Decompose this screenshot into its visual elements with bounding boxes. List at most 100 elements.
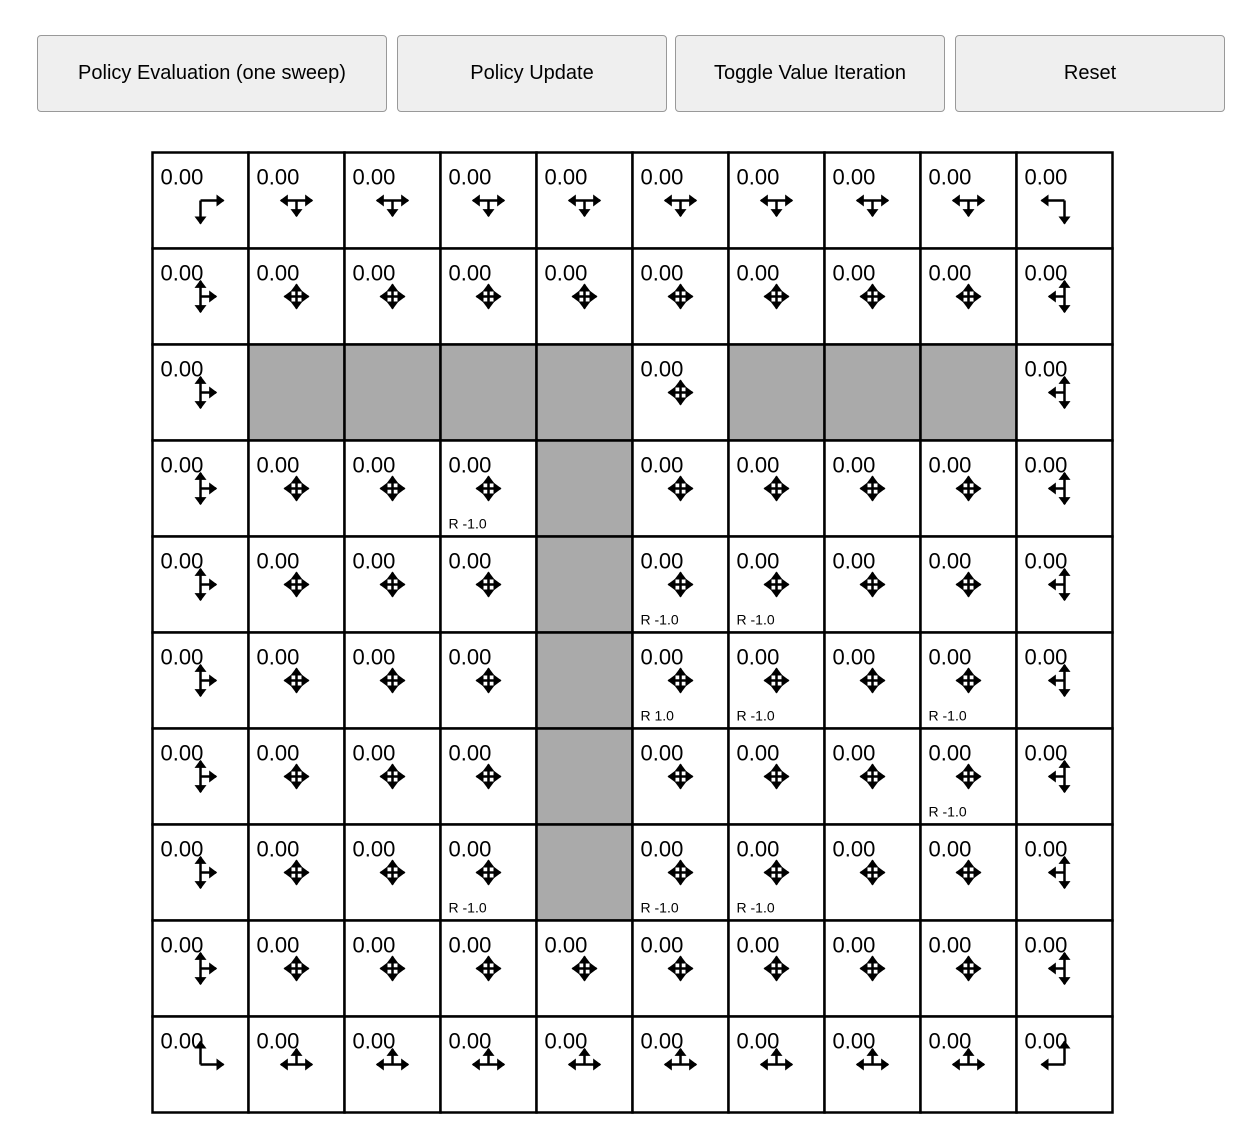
grid-cell[interactable]: 0.00	[247, 151, 346, 250]
grid-cell[interactable]: 0.00	[151, 631, 250, 730]
grid-cell[interactable]: 0.00 R -1.0	[919, 631, 1018, 730]
grid-cell[interactable]: 0.00 R -1.0	[439, 439, 538, 538]
grid-cell[interactable]: 0.00	[919, 535, 1018, 634]
grid-cell[interactable]: 0.00	[823, 727, 922, 826]
wall-cell[interactable]	[535, 727, 634, 826]
grid-cell[interactable]: 0.00	[439, 631, 538, 730]
wall-cell[interactable]	[439, 343, 538, 442]
grid-cell[interactable]: 0.00	[1015, 343, 1114, 442]
toggle-value-iteration-button[interactable]: Toggle Value Iteration	[675, 35, 945, 112]
grid-cell[interactable]: 0.00 R -1.0	[631, 823, 730, 922]
grid-cell[interactable]: 0.00	[823, 631, 922, 730]
policy-evaluation-button[interactable]: Policy Evaluation (one sweep)	[37, 35, 387, 112]
grid-cell[interactable]: 0.00	[535, 247, 634, 346]
grid-cell[interactable]: 0.00	[247, 1015, 346, 1114]
grid-cell[interactable]: 0.00	[1015, 1015, 1114, 1114]
grid-cell[interactable]: 0.00	[343, 247, 442, 346]
grid-cell[interactable]: 0.00	[151, 823, 250, 922]
grid-cell[interactable]: 0.00 R -1.0	[631, 535, 730, 634]
grid-cell[interactable]: 0.00	[1015, 823, 1114, 922]
wall-cell[interactable]	[535, 439, 634, 538]
grid-cell[interactable]: 0.00	[247, 439, 346, 538]
grid-cell[interactable]: 0.00 R 1.0	[631, 631, 730, 730]
grid-cell[interactable]: 0.00	[919, 1015, 1018, 1114]
grid-cell[interactable]: 0.00 R -1.0	[919, 727, 1018, 826]
grid-cell[interactable]: 0.00	[631, 151, 730, 250]
grid-cell[interactable]: 0.00	[151, 1015, 250, 1114]
grid-cell[interactable]: 0.00	[151, 247, 250, 346]
grid-cell[interactable]: 0.00	[823, 439, 922, 538]
grid-cell[interactable]: 0.00	[823, 151, 922, 250]
grid-cell[interactable]: 0.00	[343, 727, 442, 826]
grid-cell[interactable]: 0.00	[823, 247, 922, 346]
grid-cell[interactable]: 0.00	[151, 151, 250, 250]
grid-cell[interactable]: 0.00	[343, 823, 442, 922]
grid-cell[interactable]: 0.00	[343, 151, 442, 250]
grid-cell[interactable]: 0.00	[919, 247, 1018, 346]
grid-cell[interactable]: 0.00	[631, 247, 730, 346]
grid-cell[interactable]: 0.00	[1015, 151, 1114, 250]
grid-cell[interactable]: 0.00	[343, 1015, 442, 1114]
grid-cell[interactable]: 0.00 R -1.0	[727, 535, 826, 634]
grid-cell[interactable]: 0.00	[823, 535, 922, 634]
grid-cell[interactable]: 0.00	[823, 1015, 922, 1114]
grid-cell[interactable]: 0.00	[535, 151, 634, 250]
grid-cell[interactable]: 0.00	[631, 439, 730, 538]
wall-cell[interactable]	[727, 343, 826, 442]
grid-cell[interactable]: 0.00	[439, 151, 538, 250]
grid-cell[interactable]: 0.00	[1015, 247, 1114, 346]
grid-cell[interactable]: 0.00	[727, 1015, 826, 1114]
grid-cell[interactable]: 0.00	[631, 343, 730, 442]
grid-cell[interactable]: 0.00	[439, 247, 538, 346]
grid-cell[interactable]: 0.00	[535, 1015, 634, 1114]
grid-cell[interactable]: 0.00	[919, 919, 1018, 1018]
grid-cell[interactable]: 0.00	[151, 439, 250, 538]
reset-button[interactable]: Reset	[955, 35, 1225, 112]
wall-cell[interactable]	[919, 343, 1018, 442]
wall-cell[interactable]	[535, 535, 634, 634]
grid-cell[interactable]: 0.00	[343, 535, 442, 634]
grid-cell[interactable]: 0.00	[247, 247, 346, 346]
grid-cell[interactable]: 0.00	[919, 823, 1018, 922]
grid-cell[interactable]: 0.00	[247, 535, 346, 634]
grid-cell[interactable]: 0.00	[823, 823, 922, 922]
wall-cell[interactable]	[343, 343, 442, 442]
policy-update-button[interactable]: Policy Update	[397, 35, 667, 112]
grid-cell[interactable]: 0.00	[727, 919, 826, 1018]
grid-cell[interactable]: 0.00	[535, 919, 634, 1018]
grid-cell[interactable]: 0.00	[439, 535, 538, 634]
grid-cell[interactable]: 0.00	[439, 919, 538, 1018]
grid-cell[interactable]: 0.00 R -1.0	[439, 823, 538, 922]
grid-cell[interactable]: 0.00	[823, 919, 922, 1018]
grid-cell[interactable]: 0.00	[1015, 727, 1114, 826]
grid-cell[interactable]: 0.00	[631, 727, 730, 826]
grid-cell[interactable]: 0.00	[1015, 439, 1114, 538]
grid-cell[interactable]: 0.00	[151, 919, 250, 1018]
wall-cell[interactable]	[823, 343, 922, 442]
grid-cell[interactable]: 0.00	[247, 727, 346, 826]
wall-cell[interactable]	[535, 343, 634, 442]
grid-cell[interactable]: 0.00	[439, 727, 538, 826]
grid-cell[interactable]: 0.00	[727, 727, 826, 826]
grid-cell[interactable]: 0.00	[439, 1015, 538, 1114]
grid-cell[interactable]: 0.00	[1015, 631, 1114, 730]
grid-cell[interactable]: 0.00	[919, 151, 1018, 250]
gridworld[interactable]: 0.00 0.00 0.00 0.00 0.00 0.00 0.00 0.00 0.00 0.00…	[151, 151, 1115, 1115]
grid-cell[interactable]: 0.00	[919, 439, 1018, 538]
grid-cell[interactable]: 0.00	[631, 1015, 730, 1114]
grid-cell[interactable]: 0.00	[247, 919, 346, 1018]
wall-cell[interactable]	[535, 823, 634, 922]
grid-cell[interactable]: 0.00	[151, 535, 250, 634]
grid-cell[interactable]: 0.00	[151, 727, 250, 826]
wall-cell[interactable]	[535, 631, 634, 730]
grid-cell[interactable]: 0.00 R -1.0	[727, 631, 826, 730]
grid-cell[interactable]: 0.00	[151, 343, 250, 442]
grid-cell[interactable]: 0.00	[1015, 535, 1114, 634]
grid-cell[interactable]: 0.00	[247, 631, 346, 730]
grid-cell[interactable]: 0.00	[727, 247, 826, 346]
grid-cell[interactable]: 0.00	[1015, 919, 1114, 1018]
grid-cell[interactable]: 0.00	[631, 919, 730, 1018]
grid-cell[interactable]: 0.00	[247, 823, 346, 922]
grid-cell[interactable]: 0.00 R -1.0	[727, 823, 826, 922]
grid-cell[interactable]: 0.00	[727, 151, 826, 250]
